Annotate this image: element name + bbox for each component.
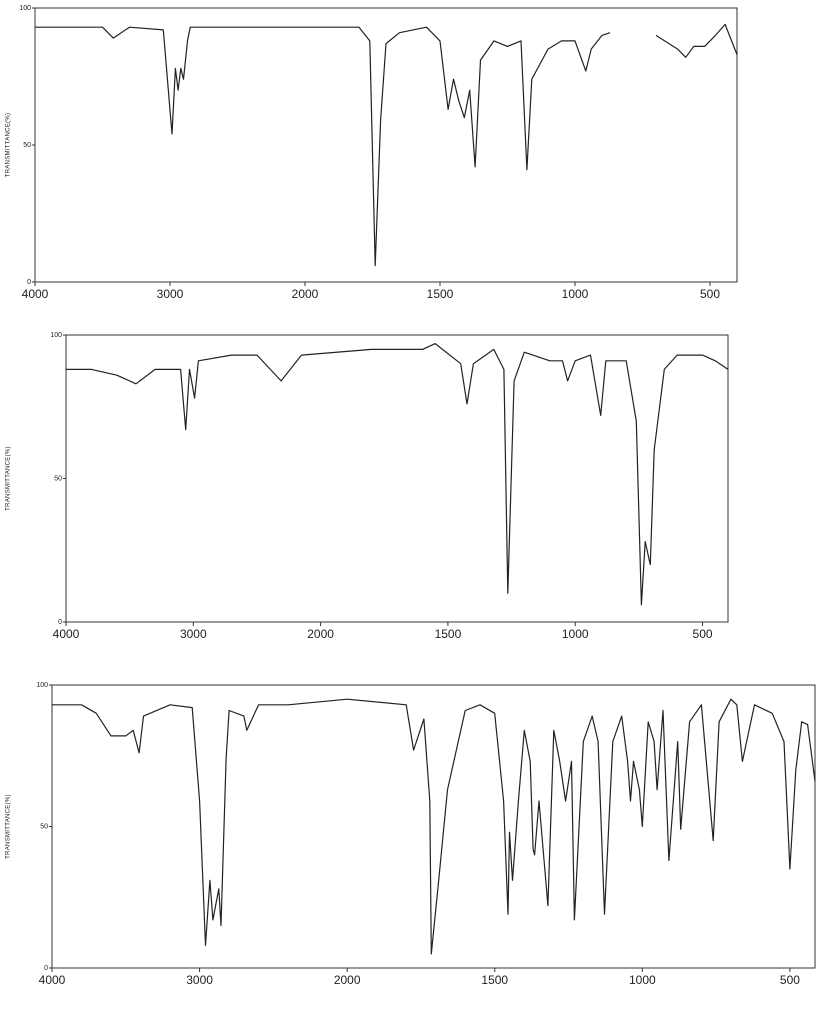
y-axis-label: TRANSMITTANCE(%) xyxy=(6,446,12,511)
x-tick-label: 4000 xyxy=(39,973,66,987)
spectrum-chart: 4000 3000 2000 1500 1000 500 0 50 100 TRANSMITTAN… xyxy=(6,332,729,641)
y-tick-label: 50 xyxy=(54,475,62,482)
y-tick-label: 0 xyxy=(27,279,31,286)
plot-frame xyxy=(51,684,816,969)
spectrum-line xyxy=(35,23,738,267)
x-tick-label: 3000 xyxy=(186,973,213,987)
x-tick-label: 2000 xyxy=(292,287,319,301)
spectrum-line xyxy=(52,698,816,955)
x-tick-label: 500 xyxy=(693,627,713,641)
x-tick-label: 1000 xyxy=(629,973,656,987)
x-tick-label: 2000 xyxy=(307,627,334,641)
x-tick-label: 1500 xyxy=(427,287,454,301)
y-tick-label: 50 xyxy=(40,823,48,830)
x-tick-label: 1500 xyxy=(435,627,462,641)
y-tick-label: 100 xyxy=(50,332,62,339)
spectrum-chart: 4000 3000 2000 1500 1000 500 0 50 100 TRANSMITTAN… xyxy=(6,682,816,987)
y-tick-label: 100 xyxy=(36,682,48,689)
x-tick-label: 4000 xyxy=(53,627,80,641)
x-tick-label: 1500 xyxy=(481,973,508,987)
y-tick-label: 0 xyxy=(44,965,48,972)
x-tick-label: 3000 xyxy=(180,627,207,641)
x-tick-label: 500 xyxy=(780,973,800,987)
y-tick-label: 0 xyxy=(58,619,62,626)
x-tick-label: 3000 xyxy=(157,287,184,301)
spectrum-line xyxy=(66,343,729,606)
y-axis-label: TRANSMITTANCE(%) xyxy=(6,113,12,178)
x-tick-label: 500 xyxy=(700,287,720,301)
y-tick-label: 100 xyxy=(19,5,31,12)
x-tick-label: 1000 xyxy=(562,287,589,301)
x-tick-label: 4000 xyxy=(22,287,49,301)
y-axis-label: TRANSMITTANCE(%) xyxy=(6,794,12,859)
x-tick-label: 2000 xyxy=(334,973,361,987)
spectrum-chart: 4000 3000 2000 1500 1000 500 0 50 100 TRANSMITTAN… xyxy=(6,5,738,301)
y-tick-label: 50 xyxy=(23,142,31,149)
x-tick-label: 1000 xyxy=(562,627,589,641)
